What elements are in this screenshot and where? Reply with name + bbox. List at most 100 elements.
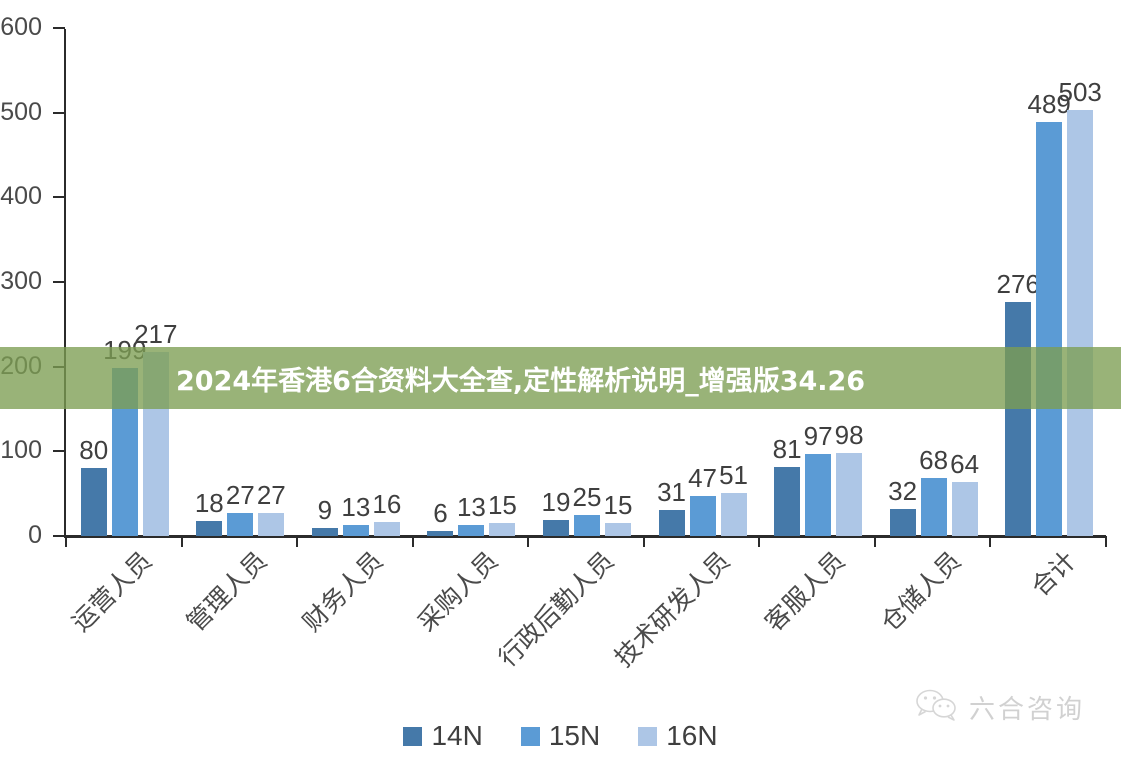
bar-14N-客服人员[interactable] xyxy=(774,467,801,536)
y-axis-tick-label: 600 xyxy=(0,13,42,41)
wechat-icon xyxy=(915,688,959,727)
bar-16N-行政后勤人员[interactable] xyxy=(604,523,631,536)
x-axis-tick xyxy=(296,536,299,547)
bar-15N-合计[interactable] xyxy=(1036,121,1063,536)
y-axis-tick-label: 0 xyxy=(28,521,42,549)
x-axis-label-text: 仓储人员 xyxy=(875,546,967,638)
x-axis-tick xyxy=(758,536,761,547)
bar-14N-运营人员[interactable] xyxy=(80,468,107,536)
y-axis-tick xyxy=(53,196,65,199)
bar-group: 19 25 15 xyxy=(527,28,643,536)
x-axis-tick xyxy=(642,536,645,547)
bar-value-label: 97 xyxy=(803,420,833,451)
bar-value-label: 51 xyxy=(719,459,748,490)
legend-swatch-icon xyxy=(520,726,540,746)
x-axis-label-text: 行政后勤人员 xyxy=(493,546,620,673)
bar-value-label: 6 xyxy=(433,497,448,528)
bar-group: 80199217 xyxy=(65,28,181,536)
overlay-banner-text: 2024年香港6合资料大全查,定性解析说明_增强版34.26 xyxy=(176,365,866,397)
legend-label: 14N xyxy=(431,720,483,751)
bar-group: 31 47 51 xyxy=(643,28,759,536)
overlay-banner: 2024年香港6合资料大全查,定性解析说明_增强版34.26 xyxy=(0,347,1121,409)
bar-value-label: 13 xyxy=(341,492,371,522)
bar-value-label: 15 xyxy=(603,490,633,521)
x-axis-label-text: 采购人员 xyxy=(413,546,504,638)
bar-value-label: 27 xyxy=(256,480,286,511)
legend-item-16N[interactable]: 16N xyxy=(638,720,718,751)
bar-value-label: 217 xyxy=(134,319,178,350)
y-axis-tick xyxy=(53,111,65,114)
bar-value-label: 27 xyxy=(225,480,255,511)
bar-group: 81 97 98 xyxy=(758,28,874,536)
bar-14N-管理人员[interactable] xyxy=(196,520,223,536)
x-axis-tick xyxy=(411,536,414,547)
bar-value-label: 9 xyxy=(317,495,333,526)
watermark: 六合咨询 xyxy=(915,688,1085,727)
bar-group: 6 13 15 xyxy=(412,28,528,536)
bar-15N-采购人员[interactable] xyxy=(458,525,485,536)
bar-value-label: 15 xyxy=(487,490,517,521)
y-axis-tick-label: 400 xyxy=(0,182,42,211)
bar-16N-客服人员[interactable] xyxy=(836,453,863,536)
bar-value-label: 503 xyxy=(1058,77,1102,108)
x-axis-label-text: 管理人员 xyxy=(182,546,273,638)
bar-group: 9 13 16 xyxy=(296,28,412,536)
bar-value-label: 489 xyxy=(1027,88,1071,119)
bar-14N-财务人员[interactable] xyxy=(311,528,338,536)
x-axis-label-text: 运营人员 xyxy=(66,546,158,638)
x-axis-label-text: 合计 xyxy=(1026,546,1082,602)
y-axis-tick xyxy=(53,535,65,537)
x-axis-label-text: 财务人员 xyxy=(297,546,389,638)
x-axis-tick xyxy=(527,536,530,547)
legend-label: 16N xyxy=(666,720,718,751)
bar-15N-技术研发人员[interactable] xyxy=(689,496,716,536)
x-axis-tick xyxy=(180,536,183,547)
bar-16N-技术研发人员[interactable] xyxy=(720,492,747,536)
bar-value-label: 64 xyxy=(950,448,980,479)
bar-15N-仓储人员[interactable] xyxy=(920,478,947,536)
bar-15N-行政后勤人员[interactable] xyxy=(573,514,600,536)
x-axis-label-text: 技术研发人员 xyxy=(609,546,735,673)
bar-value-label: 18 xyxy=(194,487,224,518)
bar-16N-采购人员[interactable] xyxy=(489,523,516,536)
bar-16N-管理人员[interactable] xyxy=(258,513,285,536)
bar-value-label: 98 xyxy=(834,420,864,451)
plot-area: 8019921718272791316613151925153147518197… xyxy=(65,28,1105,536)
bar-16N-财务人员[interactable] xyxy=(373,522,400,536)
legend-label: 15N xyxy=(548,720,601,751)
y-axis-tick-label: 300 xyxy=(0,267,42,295)
bar-value-label: 32 xyxy=(888,475,918,506)
bar-15N-管理人员[interactable] xyxy=(227,513,254,536)
chart-legend: 14N 15N 16N xyxy=(0,722,1121,750)
bar-14N-合计[interactable] xyxy=(1005,302,1032,536)
bar-value-label: 81 xyxy=(772,434,802,465)
legend-item-15N[interactable]: 15N xyxy=(520,720,601,751)
y-axis-tick xyxy=(53,281,65,283)
bar-16N-合计[interactable] xyxy=(1067,110,1094,536)
bar-value-label: 13 xyxy=(456,492,486,522)
bar-16N-仓储人员[interactable] xyxy=(951,481,978,536)
bar-value-label: 80 xyxy=(79,435,109,466)
bar-14N-技术研发人员[interactable] xyxy=(658,509,685,536)
y-axis-line xyxy=(64,29,66,537)
bar-14N-采购人员[interactable] xyxy=(427,530,454,536)
x-axis-label-text: 客服人员 xyxy=(759,546,851,638)
bar-value-label: 16 xyxy=(372,489,402,520)
legend-swatch-icon xyxy=(638,726,658,746)
bar-14N-行政后勤人员[interactable] xyxy=(542,519,569,536)
x-axis-tick xyxy=(1105,536,1107,547)
bar-15N-财务人员[interactable] xyxy=(342,525,369,536)
bar-value-label: 47 xyxy=(688,463,717,494)
x-axis-tick xyxy=(65,536,67,547)
legend-item-14N[interactable]: 14N xyxy=(403,720,483,751)
x-axis-tick xyxy=(989,536,992,547)
bar-value-label: 31 xyxy=(657,476,686,507)
bar-value-label: 19 xyxy=(541,486,571,517)
x-axis-tick xyxy=(873,536,876,547)
bar-value-label: 68 xyxy=(919,445,949,476)
bar-value-label: 276 xyxy=(996,269,1040,300)
bar-14N-仓储人员[interactable] xyxy=(889,508,916,536)
bar-15N-客服人员[interactable] xyxy=(805,453,832,536)
y-axis-tick xyxy=(53,27,65,29)
